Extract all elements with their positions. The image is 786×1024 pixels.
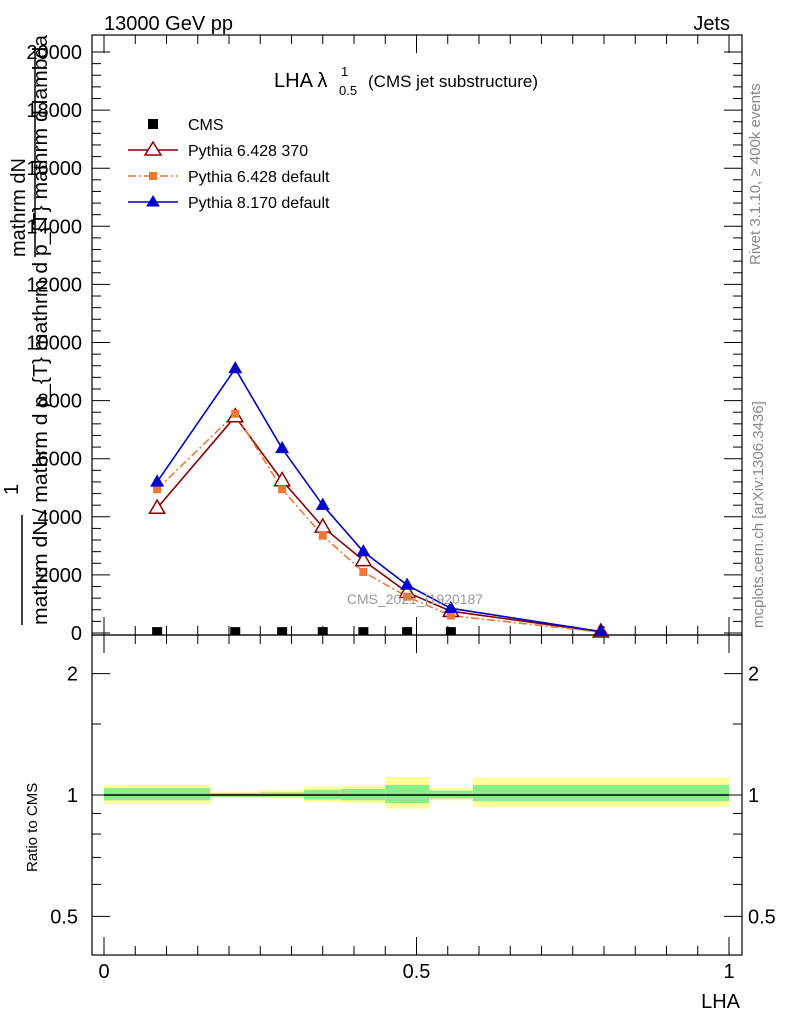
ratio-ytick-label: 0.5: [50, 906, 78, 928]
series-point: [402, 627, 413, 636]
series-point: [359, 567, 368, 576]
series-point: [231, 409, 240, 418]
main-ytick-label: 2000: [38, 565, 83, 587]
main-ytick-label: 10000: [26, 333, 82, 355]
watermark: CMS_2021_I1920187: [347, 591, 483, 607]
series-point: [445, 627, 456, 636]
legend-label: Pythia 6.428 370: [188, 143, 308, 160]
ratio-ytick-label-right: 2: [748, 664, 759, 686]
ylabel-num-top: mathrm dN: [8, 158, 30, 257]
main-series: [148, 361, 610, 638]
main-ytick-label: 16000: [26, 158, 82, 180]
main-ytick-label: 0: [71, 623, 82, 645]
ratio-xtick-label: 0.5: [403, 961, 431, 983]
series-point: [354, 550, 373, 567]
main-axes: 0 2000 4000 6000 8000 10000 12000 14000 16000 180…: [26, 35, 742, 645]
ratio-ytick-label: 2: [67, 664, 78, 686]
legend-marker: [149, 172, 157, 180]
main-ytick-label: 8000: [38, 391, 83, 413]
series-point: [152, 627, 163, 636]
series-point: [153, 485, 162, 494]
series-point: [278, 485, 287, 494]
ratio-xtick-label: 0: [98, 961, 109, 983]
ylabel-den: mathrm dN / mathrm d p_{T} mathrm d p_{T…: [30, 34, 52, 625]
series-point: [400, 577, 415, 590]
legend-marker: [146, 195, 160, 207]
legend-entry: CMS: [148, 117, 224, 134]
ratio-band-green: [104, 788, 211, 801]
series-point: [230, 627, 241, 636]
ratio-ytick-label-right: 1: [748, 785, 759, 807]
header-left: 13000 GeV pp: [104, 13, 233, 35]
ratio-bands: [104, 776, 729, 809]
series-point: [358, 627, 369, 636]
title-suffix: (CMS jet substructure): [368, 72, 538, 91]
header-right: Jets: [693, 13, 730, 35]
legend-label: Pythia 6.428 default: [188, 169, 330, 186]
legend-entry: Pythia 6.428 370: [128, 140, 308, 160]
title-main: LHA λ: [274, 70, 327, 92]
legend-label: CMS: [188, 117, 224, 134]
plot-title: LHA λ 1 0.5 (CMS jet substructure): [274, 64, 538, 98]
series-point: [228, 361, 243, 374]
mcplots-label: mcplots.cern.ch [arXiv:1306.3436]: [750, 401, 767, 628]
main-ytick-label: 12000: [26, 274, 82, 296]
series-point: [315, 497, 330, 510]
main-ytick-label: 4000: [38, 507, 83, 529]
ylabel-ratio: Ratio to CMS: [24, 783, 41, 872]
main-ytick-label: 14000: [26, 216, 82, 238]
series-point: [446, 611, 455, 620]
series-point: [148, 498, 167, 515]
ratio-ytick-label-right: 0.5: [748, 906, 776, 928]
series-point: [277, 627, 288, 636]
legend-entry: Pythia 6.428 default: [128, 169, 330, 186]
series-point: [403, 592, 412, 601]
legend-entry: Pythia 8.170 default: [128, 195, 330, 212]
legend-marker: [143, 140, 163, 156]
series-line: [156, 412, 601, 633]
series-point: [275, 441, 290, 454]
ratio-xtick-label: 1: [723, 961, 734, 983]
series-line: [156, 367, 601, 633]
ylabel-main: mathrm dN 1 mathrm dN / mathrm d p_{T} m…: [1, 34, 52, 625]
series-point: [318, 531, 327, 540]
rivet-label: Rivet 3.1.10, ≥ 400k events: [747, 83, 764, 265]
ratio-band-green: [472, 784, 729, 802]
ratio-axes: 0.5 0.5 1 1 2 2 0 0.5 1: [50, 635, 776, 983]
xlabel: LHA: [701, 991, 741, 1013]
main-ytick-label: 20000: [26, 42, 82, 64]
ylabel-one: 1: [1, 484, 23, 495]
main-ytick-label: 6000: [38, 449, 83, 471]
series-point: [150, 474, 165, 487]
series-point: [356, 544, 371, 557]
title-sup: 1: [341, 64, 348, 79]
series-point: [443, 600, 458, 613]
title-sub: 0.5: [339, 83, 357, 98]
ratio-ytick-label: 1: [67, 785, 78, 807]
legend-label: Pythia 8.170 default: [188, 195, 330, 212]
legend: CMS Pythia 6.428 370 Pythia 6.428 default P…: [128, 117, 330, 212]
main-ytick-label: 18000: [26, 100, 82, 122]
series-point: [317, 627, 328, 636]
series-point: [593, 624, 608, 637]
ratio-band-green: [385, 784, 429, 804]
legend-marker: [148, 119, 158, 129]
